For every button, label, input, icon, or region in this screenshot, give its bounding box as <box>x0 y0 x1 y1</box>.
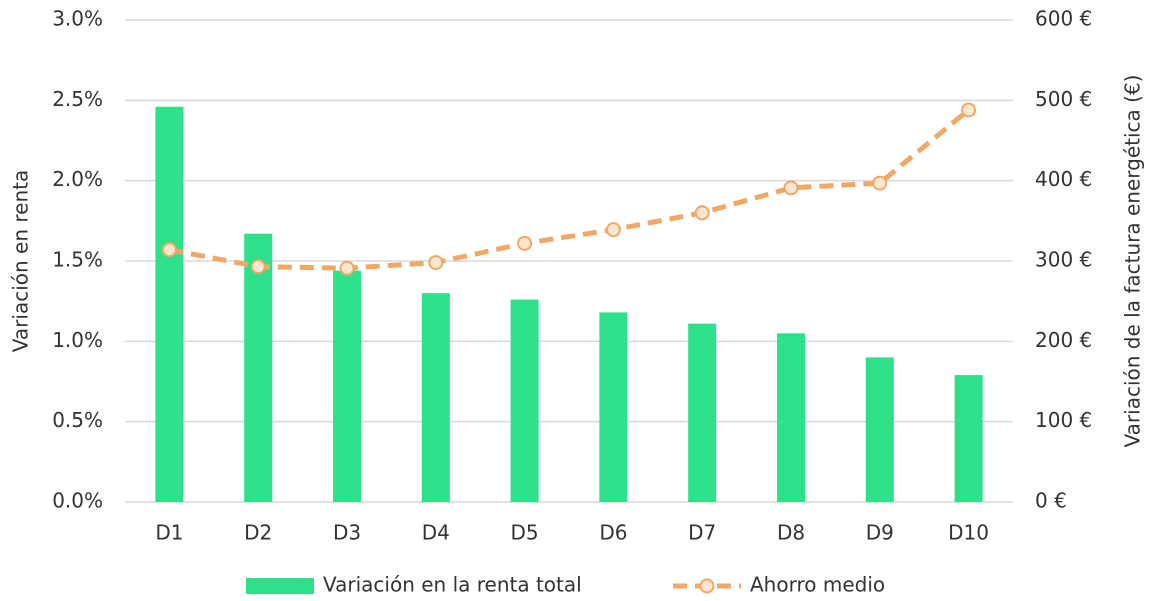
legend-label: Variación en la renta total <box>323 573 582 597</box>
bar <box>688 323 717 502</box>
y-tick-label: 2.5% <box>52 87 103 111</box>
line-marker <box>250 259 266 275</box>
y2-tick-label: 100 € <box>1035 408 1092 432</box>
y-tick-label: 0.0% <box>52 489 103 513</box>
y-tick-label: 2.0% <box>52 167 103 191</box>
line-marker <box>605 222 621 238</box>
line-marker <box>339 260 355 276</box>
y2-tick-label: 0 € <box>1035 489 1067 513</box>
legend-swatch <box>246 578 314 594</box>
y2-tick-label: 200 € <box>1035 328 1092 352</box>
line-marker <box>517 235 533 251</box>
x-tick-label: D2 <box>244 521 272 545</box>
x-tick-label: D8 <box>777 521 805 545</box>
bar <box>421 293 450 502</box>
bar <box>510 299 539 502</box>
bar <box>244 233 273 503</box>
line-marker <box>161 242 177 258</box>
line-marker <box>872 175 888 191</box>
x-tick-label: D5 <box>511 521 539 545</box>
y-axis-title: Variación en renta <box>9 170 33 352</box>
x-tick-label: D9 <box>866 521 894 545</box>
bar <box>599 312 628 502</box>
bar <box>155 106 184 502</box>
x-tick-label: D3 <box>333 521 361 545</box>
y-tick-label: 0.5% <box>52 408 103 432</box>
y-tick-label: 3.0% <box>52 7 103 31</box>
x-tick-label: D10 <box>948 521 989 545</box>
legend-marker <box>699 578 715 594</box>
bar <box>777 333 805 502</box>
bar <box>954 375 983 502</box>
x-tick-label: D7 <box>688 521 716 545</box>
bar <box>333 270 361 502</box>
x-tick-label: D6 <box>599 521 627 545</box>
bar <box>865 357 894 502</box>
line-marker <box>961 102 977 118</box>
x-tick-label: D1 <box>155 521 183 545</box>
y2-tick-label: 300 € <box>1035 248 1092 272</box>
y-tick-label: 1.0% <box>52 328 103 352</box>
x-tick-label: D4 <box>422 521 450 545</box>
y2-tick-label: 400 € <box>1035 167 1092 191</box>
line-marker <box>694 205 710 221</box>
y-tick-label: 1.5% <box>52 248 103 272</box>
line <box>168 108 971 271</box>
y2-tick-label: 500 € <box>1035 87 1092 111</box>
y2-axis-title: Variación de la factura energética (€) <box>1121 75 1145 448</box>
legend-label: Ahorro medio <box>750 573 885 597</box>
line-marker <box>783 180 799 196</box>
y2-tick-label: 600 € <box>1035 7 1092 31</box>
line-marker <box>428 255 444 271</box>
